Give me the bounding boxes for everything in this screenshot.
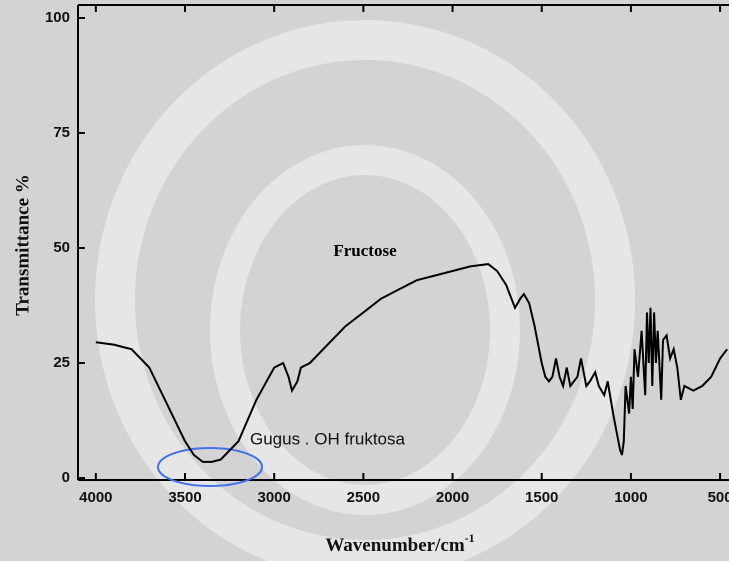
annotation: Gugus . OH fruktosa [250, 429, 405, 448]
x-tick-label: 2500 [347, 489, 380, 506]
x-tick-label: 4000 [79, 489, 112, 506]
x-tick-label: 500 [708, 489, 729, 506]
x-label-sup: -1 [465, 531, 475, 545]
y-tick-label: 100 [45, 9, 70, 26]
x-tick-label: 3500 [168, 489, 201, 506]
x-tick-label: 1000 [614, 489, 647, 506]
highlight-ellipse [157, 447, 263, 487]
x-label-text: Wavenumber/cm [325, 535, 464, 556]
y-tick-label: 0 [62, 469, 70, 486]
y-tick-label: 25 [53, 354, 70, 371]
watermark [210, 145, 520, 515]
x-tick-label: 3000 [258, 489, 291, 506]
watermark [95, 20, 635, 561]
y-tick-label: 50 [53, 239, 70, 256]
spectrum-line [95, 263, 728, 463]
y-tick-label: 75 [53, 124, 70, 141]
x-axis-label: Wavenumber/cm-1 [325, 531, 474, 557]
x-tick-label: 1500 [525, 489, 558, 506]
x-tick-label: 2000 [436, 489, 469, 506]
series-label: Fructose [333, 241, 397, 260]
y-axis-label: Transmittance % [12, 174, 33, 316]
